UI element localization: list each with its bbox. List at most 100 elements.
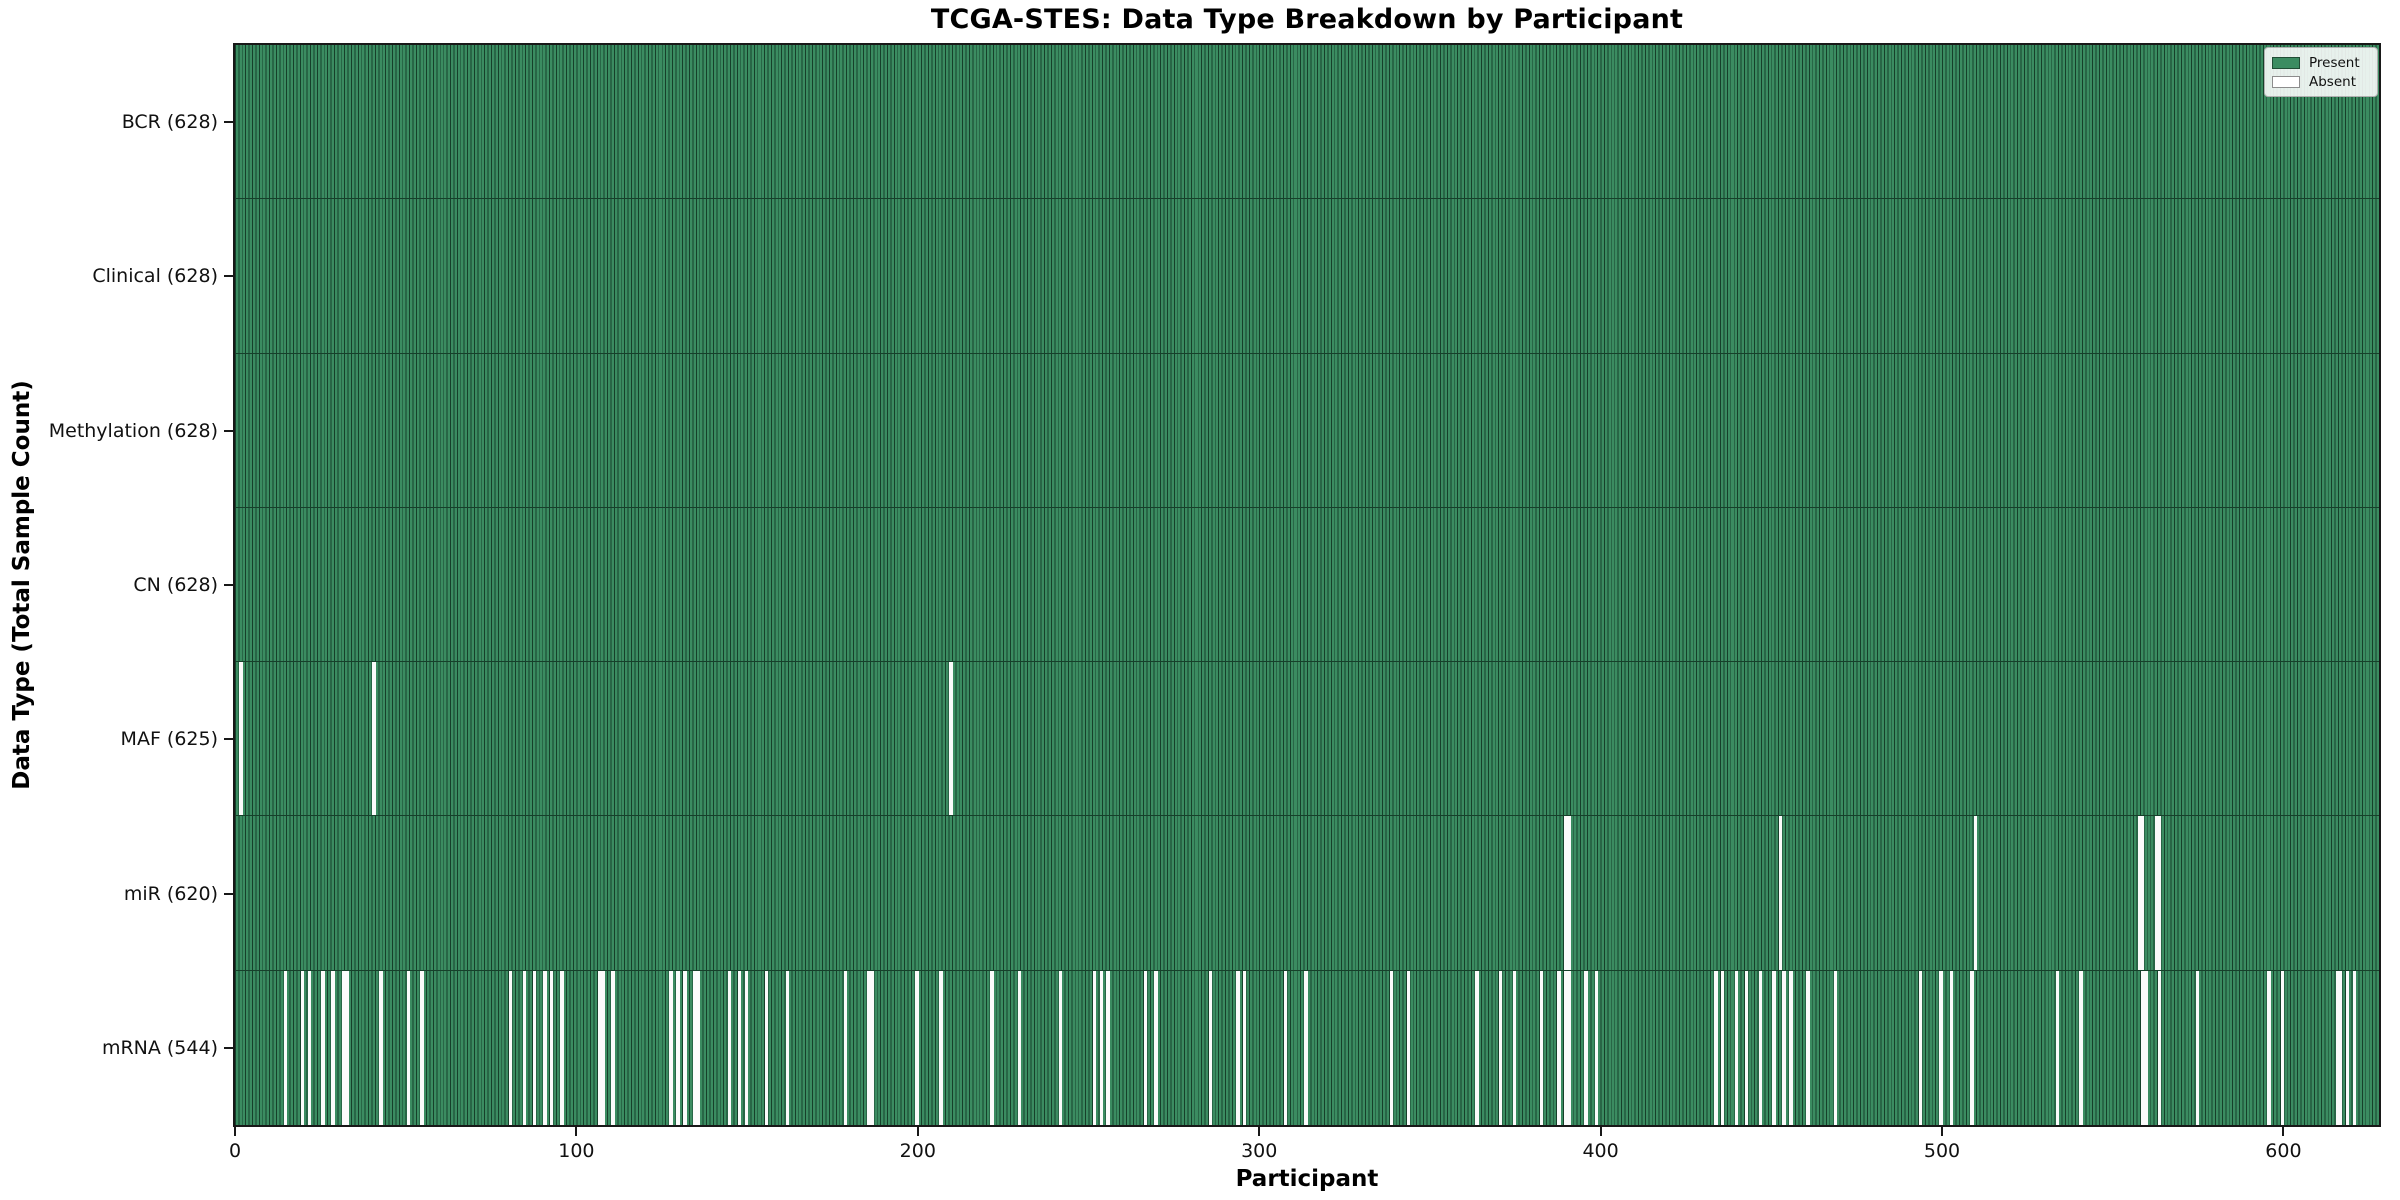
absent-gap (867, 970, 871, 1125)
absent-gap (2195, 970, 2199, 1125)
row-MAF (235, 662, 2379, 817)
absent-gap (2335, 970, 2339, 1125)
legend-item-present: Present (2272, 53, 2370, 72)
absent-gap (1475, 970, 1479, 1125)
x-tick-mark (916, 1127, 919, 1136)
absent-gap (1714, 970, 1718, 1125)
y-tick-label: BCR (628) (121, 111, 218, 134)
absent-gap (676, 970, 680, 1125)
absent-gap (1758, 970, 1762, 1125)
absent-gap (1563, 816, 1568, 970)
absent-gap (1389, 970, 1394, 1125)
absent-gap (1779, 816, 1783, 970)
legend-label-absent: Absent (2309, 73, 2356, 90)
legend-item-absent: Absent (2272, 72, 2370, 91)
y-tick-mark (224, 121, 233, 124)
y-tick-mark (224, 275, 233, 278)
legend: Present Absent (2264, 47, 2378, 97)
absent-gap (949, 662, 953, 816)
plot-area (233, 43, 2381, 1127)
row-mRNA (235, 970, 2379, 1125)
absent-gap (785, 970, 789, 1125)
absent-gap (2140, 816, 2145, 970)
absent-gap (321, 970, 325, 1125)
y-tick-mark (224, 429, 233, 432)
x-tick-label: 200 (899, 1140, 936, 1162)
absent-gap (300, 970, 305, 1125)
absent-gap (420, 970, 424, 1125)
x-tick-label: 600 (2265, 1140, 2302, 1162)
absent-gap (1017, 970, 1022, 1125)
absent-gap (509, 970, 513, 1125)
x-tick-mark (1599, 1127, 1602, 1136)
absent-gap (1594, 970, 1599, 1125)
row-Methylation (235, 353, 2379, 508)
y-tick-mark (224, 584, 233, 586)
x-tick-mark (2282, 1127, 2285, 1136)
absent-gap (2140, 970, 2145, 1125)
absent-gap (1720, 970, 1725, 1125)
absent-gap (549, 970, 554, 1125)
absent-gap (307, 970, 311, 1125)
absent-gap (522, 970, 527, 1125)
absent-gap (683, 970, 687, 1125)
y-tick-label: mRNA (544) (101, 1036, 218, 1059)
absent-gap (2055, 970, 2059, 1125)
y-tick-label: CN (628) (133, 574, 218, 596)
x-tick-label: 300 (1241, 1140, 1278, 1162)
absent-gap (696, 970, 701, 1125)
row-Clinical (235, 199, 2379, 354)
absent-gap (597, 970, 602, 1125)
absent-gap (379, 970, 383, 1125)
absent-gap (1744, 970, 1749, 1125)
absent-gap (1154, 970, 1158, 1125)
absent-gap (1806, 970, 1810, 1125)
y-tick-mark (224, 738, 233, 741)
absent-gap (1939, 970, 1943, 1125)
absent-gap (1557, 970, 1561, 1125)
absent-gap (1208, 970, 1213, 1125)
legend-label-present: Present (2309, 54, 2360, 71)
x-tick-label: 100 (558, 1140, 595, 1162)
absent-gap (1092, 970, 1097, 1125)
y-tick-label: miR (620) (123, 882, 218, 905)
absent-gap (2345, 970, 2350, 1125)
absent-gap (1058, 970, 1063, 1125)
absent-gap (1567, 970, 1571, 1125)
absent-gap (341, 970, 346, 1125)
absent-gap (765, 970, 769, 1125)
absent-gap (560, 970, 564, 1125)
absent-gap (2267, 970, 2271, 1125)
absent-gap (1099, 970, 1104, 1125)
absent-gap (870, 970, 875, 1125)
absent-swatch-icon (2272, 75, 2300, 88)
absent-gap (2157, 970, 2162, 1125)
absent-gap (345, 970, 349, 1125)
absent-gap (1833, 970, 1838, 1125)
absent-gap (843, 970, 847, 1125)
absent-gap (1782, 970, 1786, 1125)
row-BCR (235, 45, 2379, 200)
absent-gap (1584, 970, 1588, 1125)
y-tick-mark (224, 892, 233, 895)
absent-gap (939, 970, 943, 1125)
y-tick-label: MAF (625) (120, 728, 218, 751)
absent-gap (1789, 970, 1793, 1125)
absent-gap (1949, 970, 1954, 1125)
absent-gap (2352, 970, 2356, 1125)
absent-gap (1973, 816, 1978, 970)
absent-gap (727, 970, 731, 1125)
absent-gap (737, 970, 742, 1125)
y-tick-label: Methylation (628) (48, 419, 218, 442)
absent-gap (283, 970, 288, 1125)
absent-gap (2338, 970, 2343, 1125)
absent-gap (2079, 970, 2083, 1125)
absent-gap (744, 970, 748, 1125)
absent-gap (1512, 970, 1517, 1125)
absent-gap (1243, 970, 1247, 1125)
x-tick-label: 0 (228, 1140, 242, 1162)
chart-title: TCGA-STES: Data Type Breakdown by Partic… (930, 4, 1684, 35)
absent-gap (1919, 970, 1923, 1125)
absent-gap (2280, 970, 2285, 1125)
absent-gap (1284, 970, 1288, 1125)
